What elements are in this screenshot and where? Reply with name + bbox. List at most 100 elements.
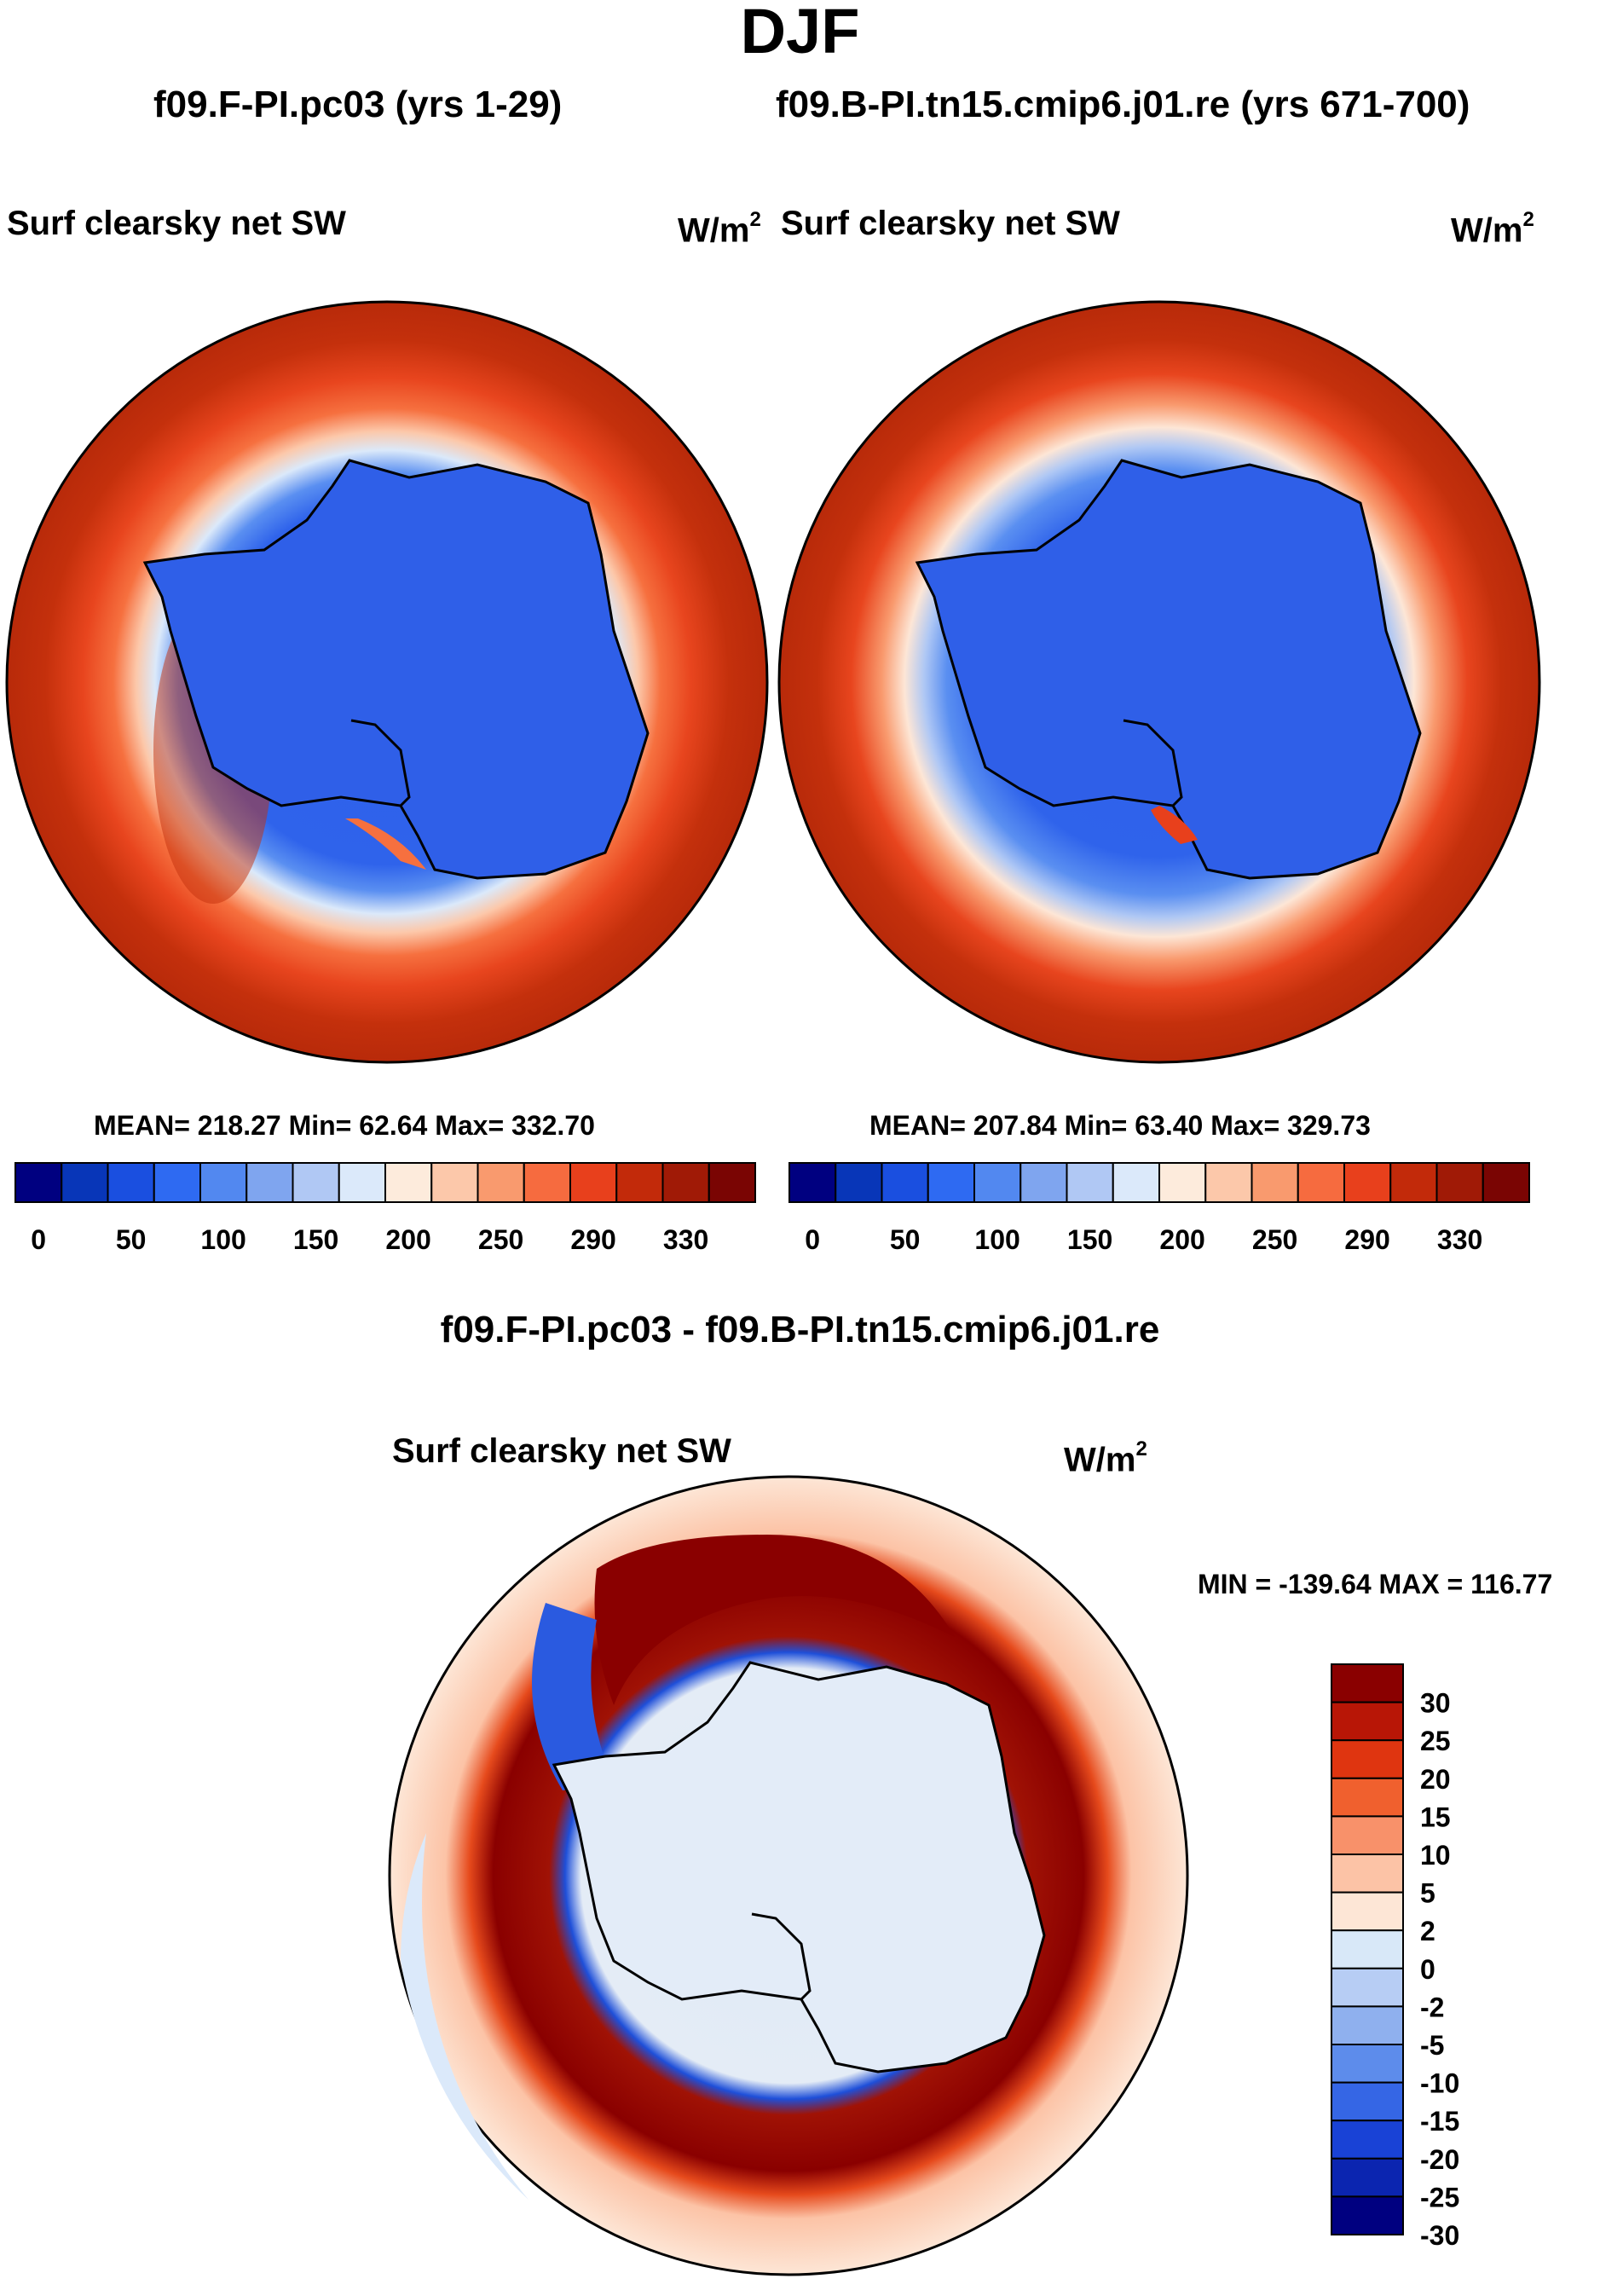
difference-colorbar-segment (1331, 2120, 1404, 2160)
difference-colorbar-tick-label: -30 (1420, 2220, 1459, 2251)
left-colorbar-segment (523, 1162, 571, 1203)
left-colorbar-segment (245, 1162, 294, 1203)
left-colorbar-tick-label: 100 (200, 1224, 245, 1255)
right-colorbar-tick-label: 330 (1437, 1224, 1482, 1255)
right-colorbar-segment (1389, 1162, 1438, 1203)
right-colorbar-tick-label: 50 (890, 1224, 921, 1255)
difference-colorbar-segment (1331, 1777, 1404, 1818)
diff-unit-base: W/m (1064, 1441, 1136, 1479)
difference-map-negative-patch-west (401, 1833, 529, 2200)
right-colorbar-segment (1204, 1162, 1253, 1203)
right-unit-exponent: 2 (1522, 208, 1534, 231)
difference-antarctica-coastline (552, 1661, 1046, 2073)
right-colorbar-tick-label: 250 (1252, 1224, 1297, 1255)
right-colorbar: 0 50 100 150 200 250 290 330 (788, 1162, 1530, 1255)
difference-map-negative-patch-peninsula (532, 1603, 614, 1790)
difference-colorbar-segment (1331, 2081, 1404, 2122)
right-colorbar-segment (881, 1162, 929, 1203)
difference-colorbar-segment (1331, 1739, 1404, 1779)
left-colorbar-tick-label: 50 (116, 1224, 147, 1255)
difference-colorbar-tick-label: -25 (1420, 2182, 1459, 2212)
left-ross-ice-shelf-edge (350, 719, 411, 807)
right-colorbar-tick-label: 150 (1067, 1224, 1112, 1255)
right-colorbar-segment (973, 1162, 1022, 1203)
difference-polar-map (388, 1475, 1189, 2276)
left-colorbar-segment (338, 1162, 386, 1203)
difference-colorbar-segment (1331, 1815, 1404, 1855)
difference-colorbar-tick-label: -10 (1420, 2068, 1459, 2099)
difference-colorbar-tick-label: 10 (1420, 1840, 1451, 1871)
difference-colorbar-segment (1331, 1929, 1404, 1969)
left-unit-base: W/m (678, 211, 750, 250)
difference-colorbar-segment (1331, 1701, 1404, 1742)
diff-unit-exponent: 2 (1135, 1437, 1147, 1460)
right-colorbar-segment (1297, 1162, 1345, 1203)
difference-colorbar-tick-label: -5 (1420, 2030, 1444, 2061)
left-unit-exponent: 2 (749, 208, 761, 231)
right-panel-variable: Surf clearsky net SW (781, 205, 1120, 242)
difference-colorbar-segment (1331, 2044, 1404, 2084)
difference-colorbar-segment (1331, 1967, 1404, 2008)
left-colorbar-segment (153, 1162, 201, 1203)
difference-colorbar-tick-label: 30 (1420, 1688, 1451, 1719)
left-colorbar-segment (430, 1162, 479, 1203)
right-colorbar-segment (835, 1162, 883, 1203)
difference-colorbar-segment (1331, 2005, 1404, 2045)
difference-colorbar-tick-label: 15 (1420, 1802, 1451, 1832)
difference-colorbar-segment (1331, 1663, 1404, 1703)
left-colorbar-tick-label: 0 (31, 1224, 46, 1255)
left-colorbar-segment (14, 1162, 63, 1203)
difference-colorbar-segment (1331, 2157, 1404, 2198)
difference-panel-variable: Surf clearsky net SW (392, 1432, 731, 1470)
left-colorbar-segment (384, 1162, 433, 1203)
difference-colorbar-tick-label: 25 (1420, 1726, 1451, 1756)
left-colorbar-tick-label: 200 (385, 1224, 430, 1255)
difference-panel-stats: MIN = -139.64 MAX = 116.77 (1198, 1569, 1553, 1599)
left-colorbar-tick-label: 290 (570, 1224, 615, 1255)
right-ross-ice-shelf-edge (1123, 719, 1183, 807)
right-ross-sea-warm-patch (1151, 806, 1198, 844)
left-colorbar-tick-label: 330 (663, 1224, 708, 1255)
difference-colorbar-tick-label: -20 (1420, 2144, 1459, 2175)
difference-ross-ice-shelf-edge (751, 1912, 812, 2001)
difference-colorbar-tick-label: 2 (1420, 1916, 1435, 1946)
left-colorbar-segment (661, 1162, 710, 1203)
left-colorbar-segment (199, 1162, 248, 1203)
difference-colorbar-tick-label: 0 (1420, 1954, 1435, 1985)
difference-panel-unit: W/m2 (1064, 1437, 1147, 1479)
right-panel-stats: MEAN= 207.84 Min= 63.40 Max= 329.73 (869, 1110, 1371, 1141)
left-colorbar-segment (569, 1162, 618, 1203)
right-colorbar-segment (1066, 1162, 1114, 1203)
difference-colorbar-segment (1331, 2195, 1404, 2235)
right-colorbar-segment (788, 1162, 837, 1203)
difference-colorbar-tick-label: 5 (1420, 1878, 1435, 1909)
left-colorbar-segment (615, 1162, 664, 1203)
right-colorbar-segment (1343, 1162, 1392, 1203)
right-colorbar-segment (1251, 1162, 1299, 1203)
right-polar-map (777, 300, 1541, 1064)
right-panel-unit: W/m2 (1451, 208, 1534, 250)
right-colorbar-tick-label: 0 (805, 1224, 820, 1255)
left-panel-case-title: f09.F-PI.pc03 (yrs 1-29) (153, 84, 563, 125)
left-panel-stats: MEAN= 218.27 Min= 62.64 Max= 332.70 (94, 1110, 595, 1141)
left-colorbar-segment (708, 1162, 756, 1203)
left-panel-variable: Surf clearsky net SW (7, 205, 346, 242)
right-colorbar-tick-label: 100 (974, 1224, 1019, 1255)
right-unit-base: W/m (1451, 211, 1523, 250)
left-antarctica-coastline (142, 459, 650, 880)
figure-title: DJF (740, 0, 860, 67)
difference-colorbar-segment (1331, 1891, 1404, 1932)
right-colorbar-segment (1435, 1162, 1484, 1203)
difference-colorbar-tick-label: 20 (1420, 1764, 1451, 1795)
left-colorbar-segment (61, 1162, 109, 1203)
left-colorbar-tick-label: 150 (293, 1224, 338, 1255)
right-colorbar-segment (1482, 1162, 1530, 1203)
left-colorbar-segment (107, 1162, 155, 1203)
left-ross-sea-warm-patch (345, 818, 426, 870)
difference-colorbar-tick-label: -2 (1420, 1992, 1444, 2022)
right-colorbar-segment (1019, 1162, 1068, 1203)
left-colorbar: 0 50 100 150 200 250 290 330 (14, 1162, 756, 1255)
left-colorbar-tick-label: 250 (478, 1224, 523, 1255)
